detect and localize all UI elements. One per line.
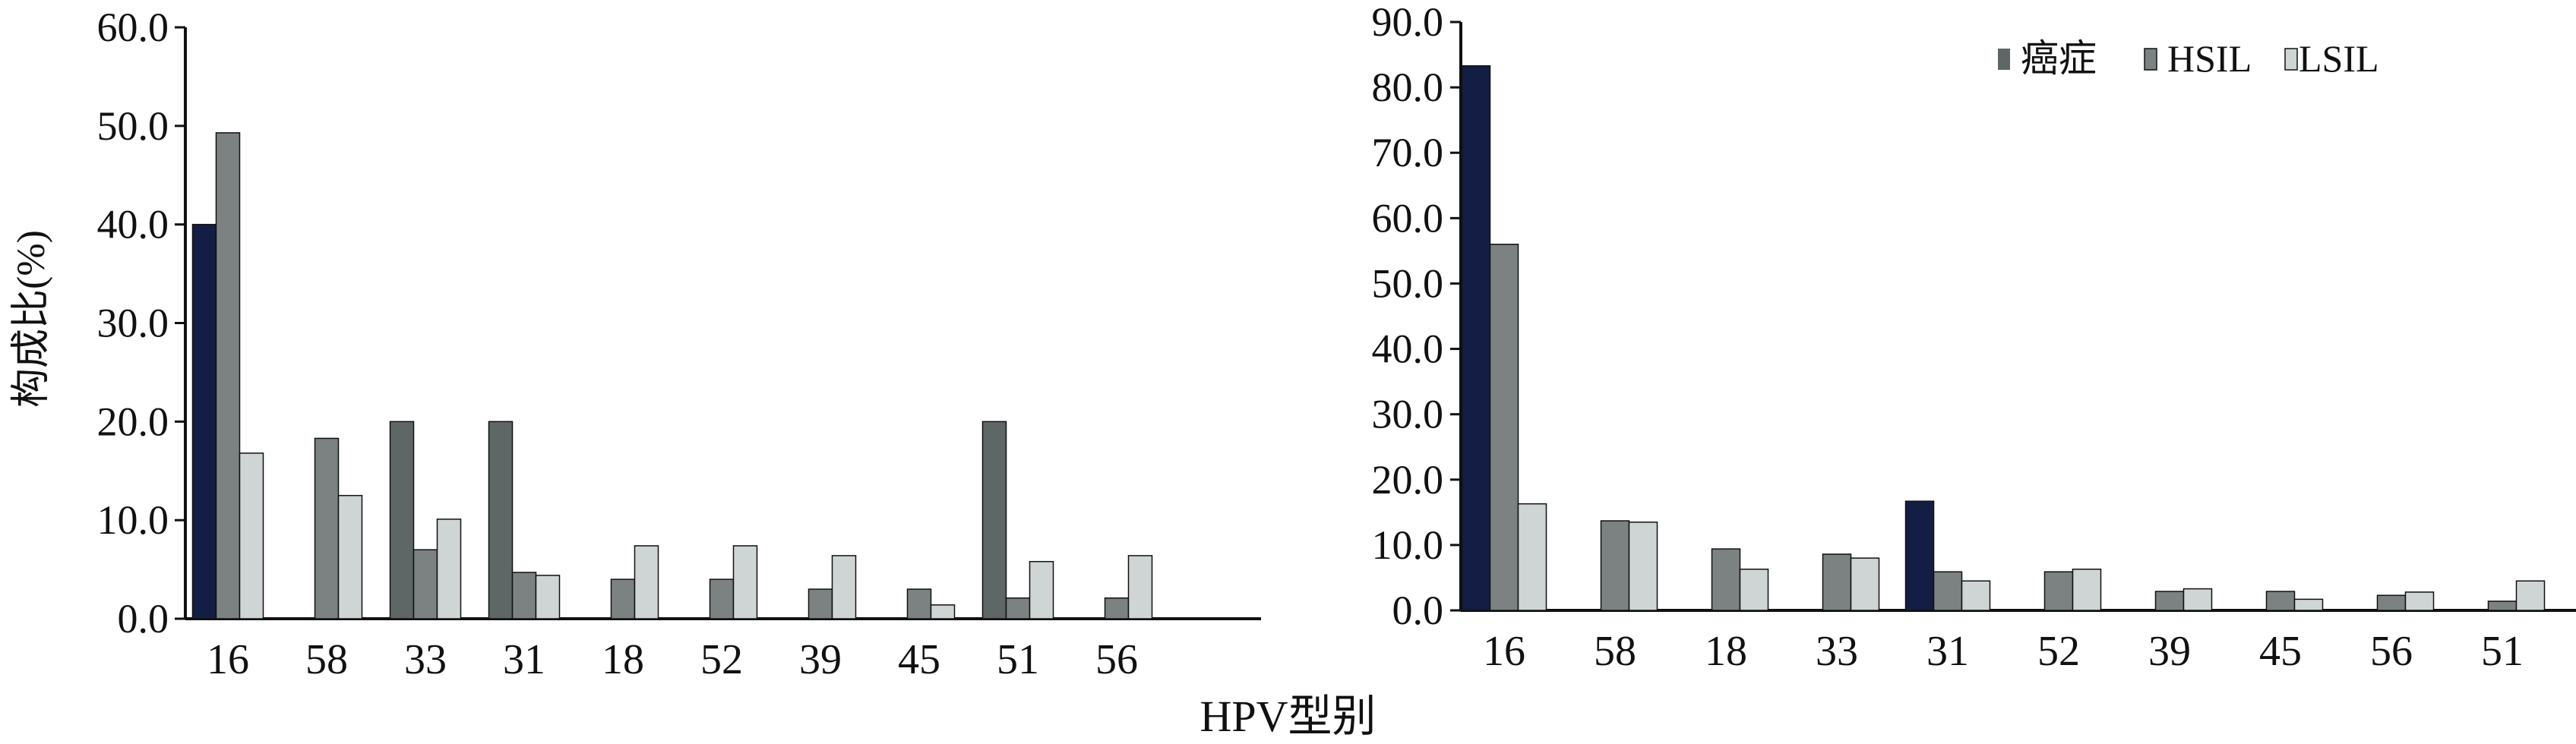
- right-y-tick-label: 90.0: [1372, 0, 1444, 45]
- left-bar-lsil-56: [1129, 556, 1152, 619]
- left-y-tick-label: 20.0: [97, 399, 169, 444]
- left-bar-hsil-33: [414, 550, 438, 619]
- right-x-tick-label: 39: [2148, 628, 2191, 675]
- right-x-tick-label: 51: [2481, 628, 2524, 675]
- legend: 癌症 HSIL LSIL: [1998, 37, 2379, 80]
- left-bar-cancer-31: [489, 421, 513, 619]
- left-bar-cancer-16: [193, 225, 217, 619]
- right-bar-hsil-39: [2156, 591, 2184, 610]
- right-bar-lsil-16: [1519, 504, 1547, 610]
- legend-label-hsil: HSIL: [2167, 37, 2252, 80]
- right-bar-lsil-33: [1851, 558, 1879, 610]
- left-x-tick-label: 58: [305, 636, 348, 683]
- right-y-tick-label: 20.0: [1372, 457, 1444, 503]
- legend-label-cancer: 癌症: [2021, 37, 2097, 80]
- left-chart: 0.0 10.0 20.0 30.0 40.0 50.0 60.0 构成比(%) 16 58 33 3…: [10, 5, 1261, 683]
- left-bar-lsil-39: [833, 556, 856, 619]
- right-bar-lsil-45: [2295, 599, 2323, 610]
- right-y-tick-label: 10.0: [1372, 522, 1444, 568]
- left-x-tick-label: 52: [700, 636, 743, 683]
- right-bar-lsil-58: [1629, 522, 1658, 610]
- left-y-tick-label: 30.0: [97, 301, 169, 346]
- left-bar-hsil-56: [1105, 598, 1129, 619]
- left-x-tick-label: 51: [997, 636, 1039, 683]
- left-bar-lsil-51: [1030, 562, 1054, 619]
- left-bar-hsil-51: [1007, 598, 1030, 619]
- left-bar-hsil-39: [809, 589, 833, 619]
- right-x-tick-label: 33: [1816, 628, 1858, 675]
- left-y-tick-label: 50.0: [97, 103, 169, 149]
- right-bar-lsil-52: [2073, 569, 2101, 610]
- left-x-tick-label: 31: [503, 636, 545, 683]
- left-bar-hsil-45: [908, 589, 931, 619]
- right-bar-hsil-52: [2045, 572, 2073, 610]
- right-bar-hsil-56: [2378, 595, 2406, 610]
- left-bar-lsil-33: [438, 519, 461, 619]
- right-y-tick-label: 40.0: [1372, 326, 1444, 372]
- left-bar-hsil-18: [612, 579, 635, 619]
- left-bar-lsil-45: [931, 605, 955, 619]
- left-x-tick-label: 39: [799, 636, 842, 683]
- left-y-tick-label: 40.0: [97, 202, 169, 247]
- left-x-tick-label: 33: [404, 636, 447, 683]
- legend-label-lsil: LSIL: [2299, 37, 2379, 80]
- right-x-tick-label: 56: [2370, 628, 2413, 675]
- left-bar-lsil-58: [339, 496, 362, 619]
- legend-swatch-hsil: [2145, 49, 2157, 70]
- right-bar-hsil-31: [1934, 572, 1962, 610]
- right-x-tick-label: 16: [1483, 628, 1525, 675]
- right-bar-lsil-51: [2517, 581, 2545, 610]
- right-bar-hsil-51: [2489, 601, 2517, 610]
- right-y-tick-label: 0.0: [1392, 588, 1444, 633]
- right-bar-lsil-56: [2406, 592, 2434, 610]
- right-y-tick-label: 60.0: [1372, 195, 1444, 241]
- legend-swatch-cancer: [1998, 49, 2010, 70]
- right-bar-hsil-16: [1490, 244, 1519, 610]
- right-chart: 0.0 10.0 20.0 30.0 40.0 50.0 60.0 70.0 80.0 90.0 1…: [1372, 0, 2576, 675]
- right-bar-hsil-45: [2267, 591, 2295, 610]
- left-bar-hsil-16: [217, 133, 240, 619]
- right-x-tick-label: 45: [2259, 628, 2302, 675]
- right-bar-lsil-31: [1962, 581, 1990, 610]
- x-axis-title: HPV型别: [0, 680, 2576, 744]
- right-x-tick-label: 58: [1594, 628, 1636, 675]
- left-bar-lsil-31: [536, 575, 560, 619]
- right-y-tick-label: 30.0: [1372, 392, 1444, 437]
- left-x-tick-label: 45: [898, 636, 940, 683]
- left-bar-lsil-52: [734, 546, 757, 619]
- left-bar-lsil-18: [635, 546, 659, 619]
- left-bar-lsil-16: [240, 453, 264, 619]
- left-bar-hsil-52: [710, 579, 734, 619]
- left-bar-cancer-51: [983, 421, 1007, 619]
- left-x-tick-label: 18: [602, 636, 644, 683]
- right-x-tick-label: 18: [1705, 628, 1747, 675]
- right-bar-hsil-33: [1823, 554, 1851, 610]
- left-y-axis-title: 构成比(%): [10, 230, 53, 408]
- left-y-tick-label: 0.0: [118, 596, 169, 642]
- right-bar-lsil-39: [2184, 589, 2212, 610]
- left-bar-hsil-58: [315, 438, 339, 619]
- right-bar-cancer-16: [1462, 66, 1490, 610]
- right-y-tick-label: 70.0: [1372, 130, 1444, 175]
- legend-swatch-lsil: [2285, 49, 2297, 70]
- right-bar-hsil-18: [1712, 549, 1740, 610]
- right-y-tick-label: 50.0: [1372, 260, 1444, 306]
- left-y-tick-label: 10.0: [97, 497, 169, 543]
- left-bar-hsil-31: [513, 572, 536, 619]
- left-x-tick-label: 56: [1095, 636, 1138, 683]
- right-bar-lsil-18: [1740, 569, 1768, 610]
- left-y-tick-label: 60.0: [97, 5, 169, 50]
- right-x-tick-label: 31: [1926, 628, 1969, 675]
- right-bar-hsil-58: [1601, 521, 1629, 610]
- right-bar-cancer-31: [1906, 501, 1934, 610]
- left-x-tick-label: 16: [207, 636, 249, 683]
- left-bar-cancer-33: [390, 421, 414, 619]
- right-x-tick-label: 52: [2037, 628, 2080, 675]
- right-y-tick-label: 80.0: [1372, 65, 1444, 110]
